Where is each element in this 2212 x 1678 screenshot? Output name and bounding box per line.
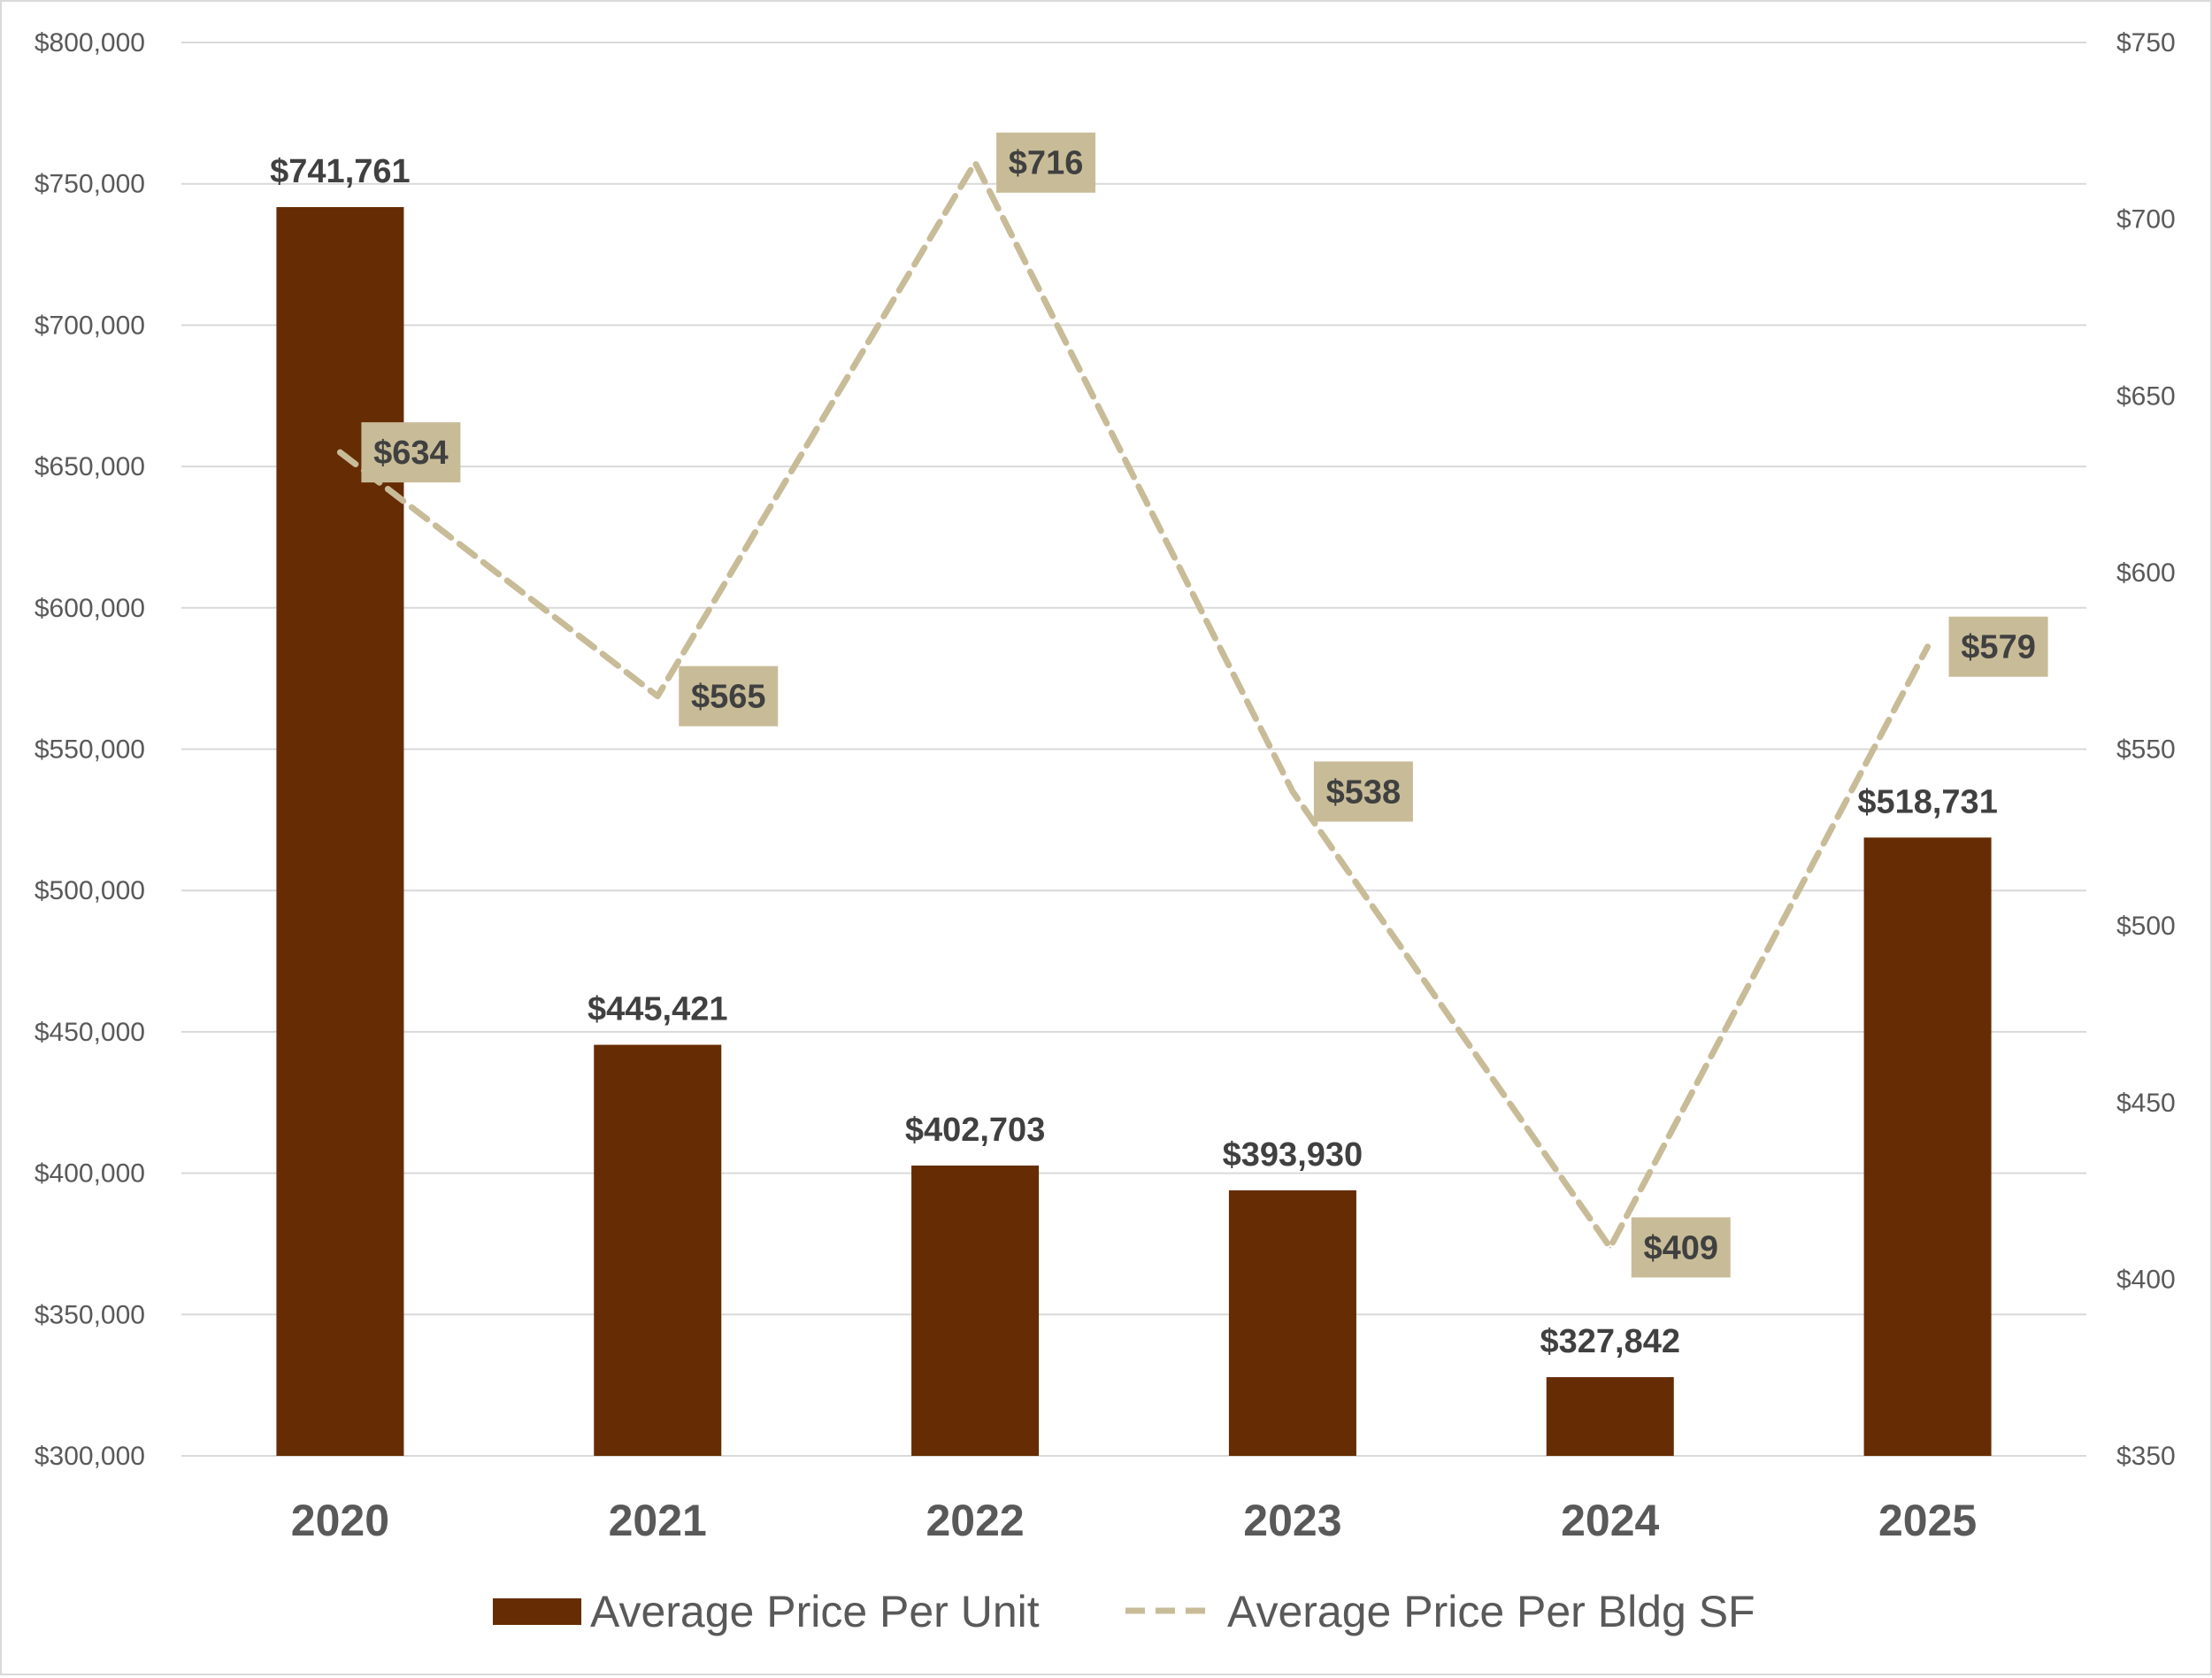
line-data-label: $565 xyxy=(691,679,766,716)
left-tick-label: $600,000 xyxy=(35,594,145,623)
legend-swatch-bar xyxy=(493,1598,581,1625)
left-tick-label: $750,000 xyxy=(35,170,145,199)
gridlines xyxy=(181,42,2086,1457)
left-tick-label: $550,000 xyxy=(35,735,145,765)
line-label-box xyxy=(361,422,461,483)
left-tick-label: $650,000 xyxy=(35,452,145,481)
right-tick-label: $450 xyxy=(2116,1089,2176,1118)
line-point xyxy=(339,451,342,454)
x-tick-label: 2021 xyxy=(609,1496,707,1545)
bar xyxy=(911,1165,1040,1456)
bar xyxy=(1228,1189,1356,1456)
bar-data-label: $741,761 xyxy=(270,153,411,190)
line-series xyxy=(336,159,1932,1251)
bar-data-label: $327,842 xyxy=(1540,1323,1681,1360)
left-tick-label: $400,000 xyxy=(35,1159,145,1189)
line-data-label: $579 xyxy=(1961,629,2036,666)
bar xyxy=(1546,1377,1674,1456)
line-label-box xyxy=(1948,616,2048,677)
left-tick-label: $300,000 xyxy=(35,1442,145,1471)
line-data-label: $538 xyxy=(1326,774,1402,811)
bar-data-label: $445,421 xyxy=(588,991,728,1028)
left-axis-ticks: $300,000 $350,000 $400,000 $450,000 $500,000… xyxy=(35,28,145,1471)
line-point xyxy=(1926,645,1929,648)
right-tick-label: $400 xyxy=(2116,1265,2176,1294)
x-tick-label: 2022 xyxy=(926,1496,1024,1545)
right-tick-label: $700 xyxy=(2116,205,2176,235)
legend-label-bar: Average Price Per Unit xyxy=(590,1587,1040,1636)
bar xyxy=(594,1044,722,1456)
bar-data-label: $518,731 xyxy=(1857,783,1998,820)
line-data-labels: $634 $565 $716 $538 $409 $579 xyxy=(361,132,2048,1278)
x-tick-label: 2024 xyxy=(1561,1496,1659,1545)
bar xyxy=(276,207,404,1456)
right-tick-label: $500 xyxy=(2116,912,2176,941)
line-point xyxy=(1291,790,1294,793)
left-tick-label: $500,000 xyxy=(35,876,145,905)
bar-data-label: $393,930 xyxy=(1223,1136,1363,1174)
x-tick-label: 2020 xyxy=(291,1496,389,1545)
left-tick-label: $450,000 xyxy=(35,1018,145,1047)
x-axis-ticks: 2020 2021 2022 2023 2024 2025 xyxy=(291,1496,1977,1545)
legend: Average Price Per Unit Average Price Per… xyxy=(493,1587,1755,1636)
line-label-box xyxy=(1631,1217,1731,1278)
left-tick-label: $700,000 xyxy=(35,311,145,340)
line-point xyxy=(657,695,659,697)
right-axis-ticks: $350 $400 $450 $500 $550 $600 $650 $700 $750 xyxy=(2116,28,2176,1471)
legend-label-line: Average Price Per Bldg SF xyxy=(1227,1587,1755,1636)
left-tick-label: $800,000 xyxy=(35,28,145,58)
x-tick-label: 2023 xyxy=(1243,1496,1341,1545)
line-label-box xyxy=(679,666,779,727)
line-data-label: $634 xyxy=(373,435,449,472)
bar-data-labels: $741,761 $445,421 $402,703 $393,930 $327,842… xyxy=(270,153,1998,1360)
line-data-label: $716 xyxy=(1009,145,1084,182)
right-tick-label: $650 xyxy=(2116,381,2176,411)
line-point xyxy=(1609,1246,1611,1249)
left-tick-label: $350,000 xyxy=(35,1300,145,1329)
bar-series xyxy=(276,207,1992,1456)
right-tick-label: $750 xyxy=(2116,28,2176,58)
right-tick-label: $550 xyxy=(2116,735,2176,765)
line-point xyxy=(974,161,977,164)
line-label-box xyxy=(1313,761,1413,822)
bar-data-label: $402,703 xyxy=(905,1112,1046,1149)
right-tick-label: $600 xyxy=(2116,558,2176,588)
bar xyxy=(1863,837,1992,1456)
line-label-box xyxy=(996,132,1096,193)
line-path xyxy=(336,159,1932,1251)
right-tick-label: $350 xyxy=(2116,1442,2176,1471)
line-data-label: $409 xyxy=(1643,1229,1718,1266)
x-tick-label: 2025 xyxy=(1878,1496,1977,1545)
